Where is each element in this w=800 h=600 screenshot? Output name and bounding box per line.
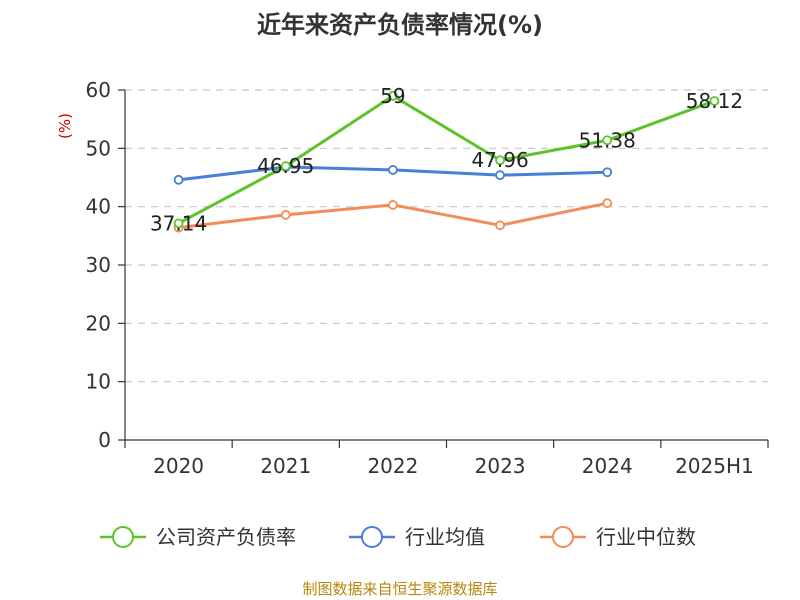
y-tick-label: 50	[86, 136, 111, 160]
data-point	[388, 90, 398, 101]
chart-title: 近年来资产负债率情况(%)	[257, 11, 543, 39]
data-point	[388, 165, 398, 175]
grid-lines	[125, 89, 768, 383]
data-label: 58.12	[686, 89, 743, 113]
data-point	[388, 200, 398, 210]
x-tick-label: 2025H1	[675, 454, 754, 478]
y-tick-label: 30	[86, 253, 111, 277]
series-group	[173, 90, 720, 233]
legend-label: 行业中位数	[596, 525, 696, 549]
data-label: 47.96	[471, 148, 528, 172]
legend-label: 行业均值	[405, 525, 485, 549]
x-tick-label: 2021	[260, 454, 311, 478]
data-point	[602, 198, 613, 209]
data-label: 51.38	[579, 128, 636, 152]
data-point	[709, 96, 720, 106]
y-tick-label: 60	[86, 78, 111, 102]
legend: 公司资产负债率 行业均值 行业中位数	[100, 525, 696, 549]
data-point	[602, 135, 613, 146]
data-point	[280, 209, 291, 220]
x-tick-label: 2023	[475, 454, 526, 478]
legend-marker	[552, 526, 574, 548]
source-note: 制图数据来自恒生聚源数据库	[302, 580, 497, 598]
legend-label: 公司资产负债率	[156, 525, 296, 549]
data-label: 59	[380, 84, 405, 108]
data-point	[173, 218, 184, 229]
data-point	[602, 167, 613, 178]
axes: 0 10 20 30 40 50 60 2020 2021 2022 2023 2024 2025H1	[86, 78, 769, 478]
y-tick-label: 20	[86, 311, 111, 335]
x-tick-label: 2020	[153, 454, 204, 478]
y-tick-label: 40	[86, 195, 111, 219]
y-axis-unit: (%)	[56, 113, 74, 139]
legend-marker	[112, 526, 134, 548]
series-line	[177, 94, 715, 225]
data-label: 46.95	[257, 154, 314, 178]
data-point	[495, 170, 505, 181]
data-label: 37.14	[150, 211, 207, 235]
data-point	[495, 220, 505, 231]
data-point	[280, 161, 291, 172]
data-labels: 37.14 46.95 59 47.96 51.38 58.12	[150, 84, 743, 236]
y-tick-label: 0	[98, 428, 111, 452]
data-point	[173, 174, 184, 185]
legend-marker	[361, 526, 383, 548]
x-tick-label: 2022	[367, 454, 418, 478]
x-tick-label: 2024	[582, 454, 633, 478]
y-tick-label: 10	[86, 370, 111, 394]
data-point	[495, 155, 505, 166]
